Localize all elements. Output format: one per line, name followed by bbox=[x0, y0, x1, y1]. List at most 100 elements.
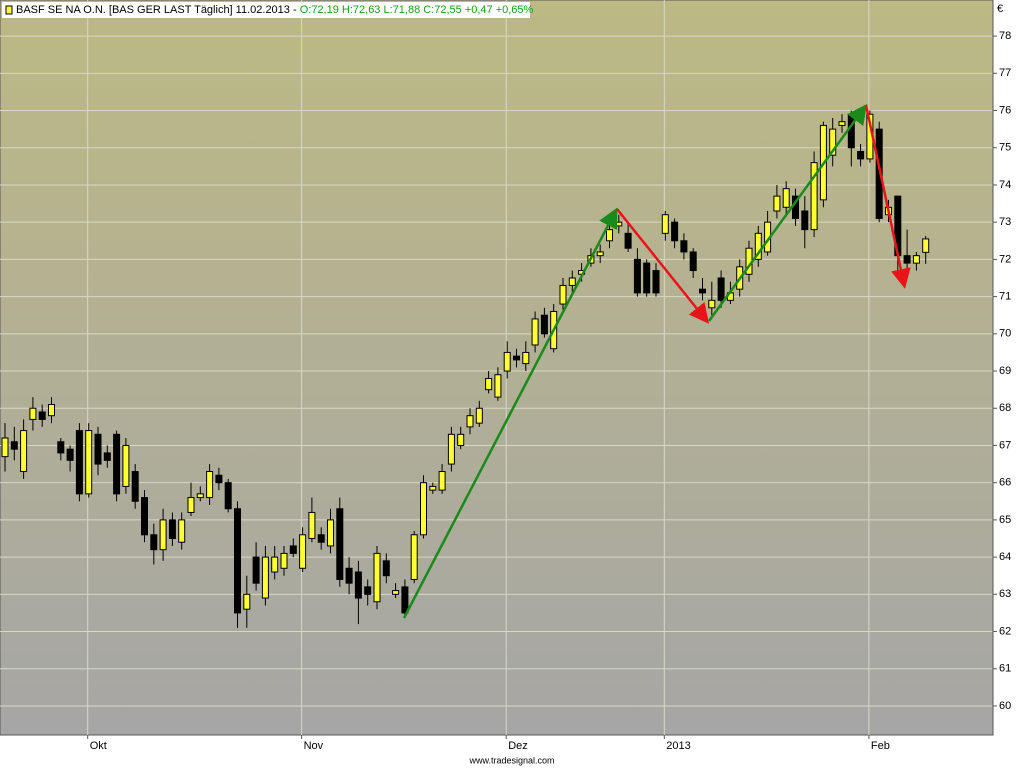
candle-body bbox=[531, 318, 539, 346]
trend-arrow bbox=[616, 208, 710, 324]
y-tick-label: 70 bbox=[999, 328, 1011, 340]
candle-body bbox=[20, 430, 28, 473]
quote-text: O:72,19 H:72,63 L:71,88 C:72,55 +0,47 +0… bbox=[300, 4, 534, 16]
candle-body bbox=[215, 474, 223, 484]
y-tick-label: 77 bbox=[999, 67, 1011, 79]
candle-body bbox=[699, 288, 706, 294]
y-tick-label: 72 bbox=[999, 253, 1011, 265]
candle-body bbox=[1, 437, 9, 458]
x-tick-label: Feb bbox=[871, 740, 890, 752]
candle-body bbox=[754, 232, 762, 260]
chart-title: BASF SE NA O.N. [BAS GER LAST Täglich] 1… bbox=[16, 4, 534, 16]
candle-body bbox=[420, 482, 427, 536]
candle-body bbox=[708, 299, 716, 309]
y-tick-label: 68 bbox=[999, 402, 1011, 414]
candle-body bbox=[261, 556, 269, 599]
candle-body bbox=[94, 433, 102, 465]
candle-body bbox=[494, 374, 502, 398]
candle-body bbox=[559, 284, 567, 305]
candle-body bbox=[131, 471, 139, 502]
candle-body bbox=[113, 433, 121, 495]
candle-body bbox=[38, 411, 46, 420]
candle-body bbox=[29, 407, 37, 420]
candle-body bbox=[624, 232, 632, 249]
candle-body bbox=[661, 214, 669, 234]
candle-body bbox=[10, 441, 18, 450]
legend-icon bbox=[5, 5, 13, 15]
candle-body bbox=[810, 162, 818, 231]
y-tick-label: 65 bbox=[999, 514, 1011, 526]
candle-body bbox=[475, 407, 483, 424]
y-tick-label: 60 bbox=[999, 700, 1011, 712]
x-tick-label: Dez bbox=[508, 740, 528, 752]
plot-area bbox=[0, 0, 994, 736]
y-tick-label: 76 bbox=[999, 104, 1011, 116]
candle-body bbox=[299, 534, 307, 569]
candle-body bbox=[354, 571, 362, 599]
candle-body bbox=[633, 258, 641, 294]
candle-body bbox=[847, 113, 855, 149]
candle-body bbox=[615, 221, 623, 227]
candle-body bbox=[922, 238, 930, 253]
candle-body bbox=[150, 534, 158, 551]
candle-body bbox=[168, 519, 176, 540]
candle-body bbox=[652, 270, 660, 294]
candle-body bbox=[568, 277, 576, 286]
candle-body bbox=[447, 433, 455, 465]
candle-body bbox=[159, 519, 167, 551]
candle-body bbox=[178, 519, 186, 543]
candle-body bbox=[912, 255, 920, 264]
candle-body bbox=[671, 221, 679, 242]
candle-body bbox=[773, 195, 781, 212]
candle-body bbox=[308, 511, 316, 540]
candle-body bbox=[141, 497, 148, 536]
candle-body bbox=[606, 229, 613, 242]
y-tick-label: 69 bbox=[999, 365, 1011, 377]
candle-body bbox=[373, 552, 381, 603]
candle-body bbox=[438, 471, 446, 491]
x-tick-label: Nov bbox=[304, 740, 324, 752]
y-tick-label: 67 bbox=[999, 439, 1011, 451]
trend-lines bbox=[402, 103, 911, 619]
candle-body bbox=[680, 240, 688, 253]
candle-body bbox=[522, 351, 530, 365]
candle-body bbox=[392, 590, 400, 595]
candle-body bbox=[382, 560, 390, 577]
trend-arrow bbox=[402, 207, 618, 619]
candle-body bbox=[66, 448, 74, 461]
candle-body bbox=[271, 556, 279, 573]
y-tick-label: 63 bbox=[999, 588, 1011, 600]
candle-body bbox=[327, 519, 334, 547]
trend-arrow bbox=[864, 104, 911, 289]
title-text: BASF SE NA O.N. [BAS GER LAST Täglich] 1… bbox=[16, 4, 297, 16]
candle-body bbox=[345, 567, 353, 584]
candle-body bbox=[336, 508, 344, 580]
candle-body bbox=[364, 586, 372, 595]
candle-body bbox=[187, 497, 195, 513]
candle-body bbox=[243, 593, 251, 610]
x-tick-label: 2013 bbox=[666, 740, 690, 752]
y-tick-label: 64 bbox=[999, 551, 1011, 563]
candle-body bbox=[717, 277, 725, 301]
candle-body bbox=[513, 355, 520, 361]
candle-body bbox=[903, 255, 911, 264]
candle-body bbox=[596, 251, 604, 257]
candle-body bbox=[85, 430, 93, 495]
y-tick-label: 66 bbox=[999, 477, 1011, 489]
candle-body bbox=[838, 121, 846, 126]
candle-body bbox=[289, 545, 297, 554]
candle-body bbox=[782, 188, 790, 208]
candle-body bbox=[540, 314, 548, 335]
y-tick-label: 62 bbox=[999, 625, 1011, 637]
candle-body bbox=[206, 471, 214, 499]
candle-body bbox=[122, 444, 130, 487]
candle-body bbox=[103, 452, 111, 461]
candle-body bbox=[829, 128, 837, 156]
title-box bbox=[2, 2, 530, 18]
candle-body bbox=[224, 482, 232, 510]
candle-body bbox=[75, 430, 83, 495]
candle-body bbox=[485, 377, 493, 391]
y-tick-label: 71 bbox=[999, 291, 1011, 303]
